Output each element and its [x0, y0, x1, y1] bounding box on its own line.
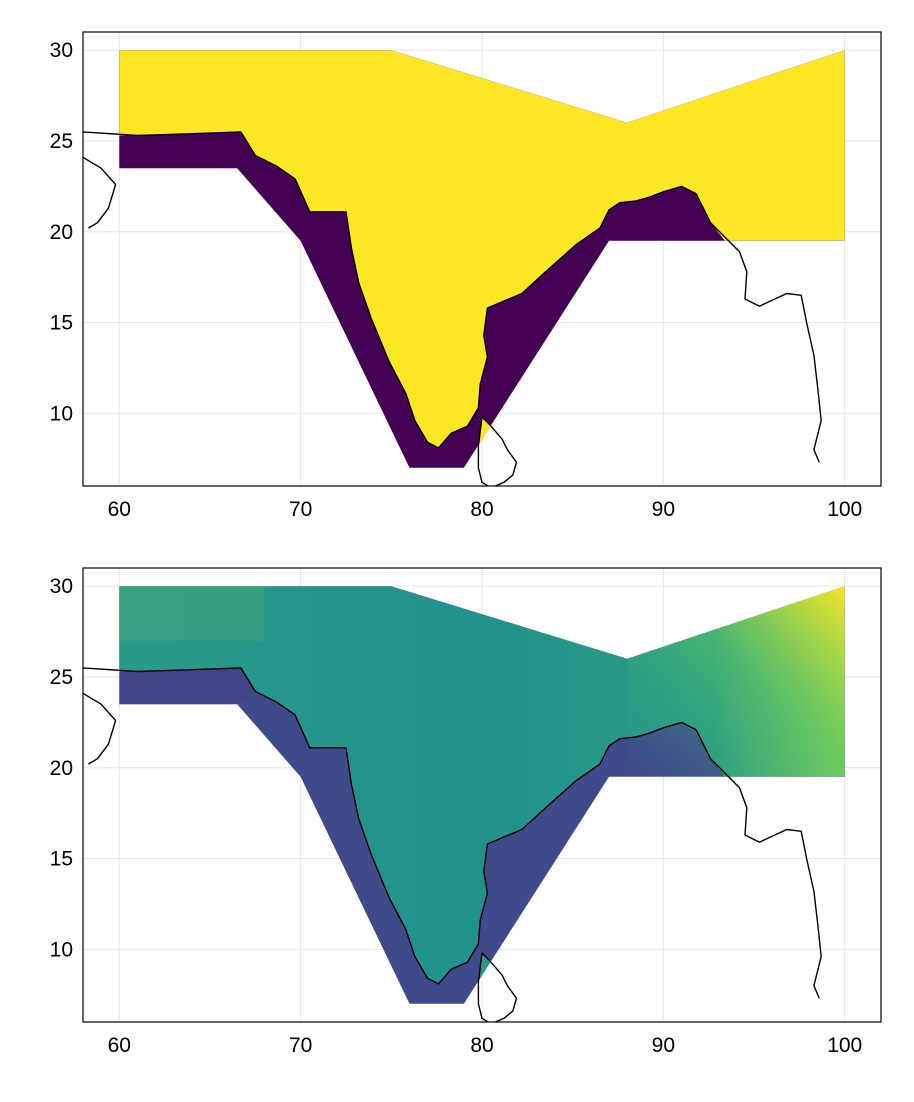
coastline-mainland [83, 667, 822, 999]
y-tick-label: 15 [50, 848, 73, 871]
y-tick-labels-top: 10 15 20 25 30 [50, 39, 73, 425]
map-panel-bottom: 60 70 80 90 100 10 15 20 25 30 [50, 567, 882, 1057]
coastline-mainland [83, 131, 822, 463]
y-tick-label: 20 [50, 221, 73, 244]
axes-frame-top [82, 31, 882, 487]
coastline-srilanka [477, 952, 518, 1022]
coastline-top [83, 131, 822, 486]
x-tick-label: 70 [289, 498, 312, 521]
y-tick-label: 25 [50, 666, 73, 689]
y-tick-label: 10 [50, 402, 73, 425]
x-tick-label: 100 [827, 498, 862, 521]
land-mask [119, 50, 845, 448]
x-tick-label: 60 [108, 498, 131, 521]
coastline-srilanka [477, 416, 518, 486]
field-highlands [627, 586, 845, 777]
y-tick-label: 30 [50, 575, 73, 598]
x-tick-label: 70 [289, 1034, 312, 1057]
map-panel-top: 60 70 80 90 100 10 15 20 25 30 [50, 31, 882, 521]
x-tick-labels-top: 60 70 80 90 100 [108, 498, 863, 521]
y-tick-label: 25 [50, 130, 73, 153]
y-tick-label: 20 [50, 757, 73, 780]
y-tick-label: 10 [50, 938, 73, 961]
coastline-africa [83, 156, 117, 229]
axes-frame-bottom [82, 567, 882, 1023]
field-arabian-sea [119, 667, 256, 705]
x-tick-label: 100 [827, 1034, 862, 1057]
field-northwest [119, 586, 265, 641]
x-tick-label: 60 [108, 1034, 131, 1057]
x-tick-label: 90 [652, 498, 675, 521]
coastline-bottom [83, 667, 822, 1022]
x-tick-label: 80 [470, 498, 493, 521]
x-tick-label: 90 [652, 1034, 675, 1057]
y-tick-label: 30 [50, 39, 73, 62]
y-tick-labels-bottom: 10 15 20 25 30 [50, 575, 73, 961]
coastline-africa [83, 692, 117, 765]
y-tick-label: 15 [50, 312, 73, 335]
x-tick-label: 80 [470, 1034, 493, 1057]
x-tick-labels-bottom: 60 70 80 90 100 [108, 1034, 863, 1057]
